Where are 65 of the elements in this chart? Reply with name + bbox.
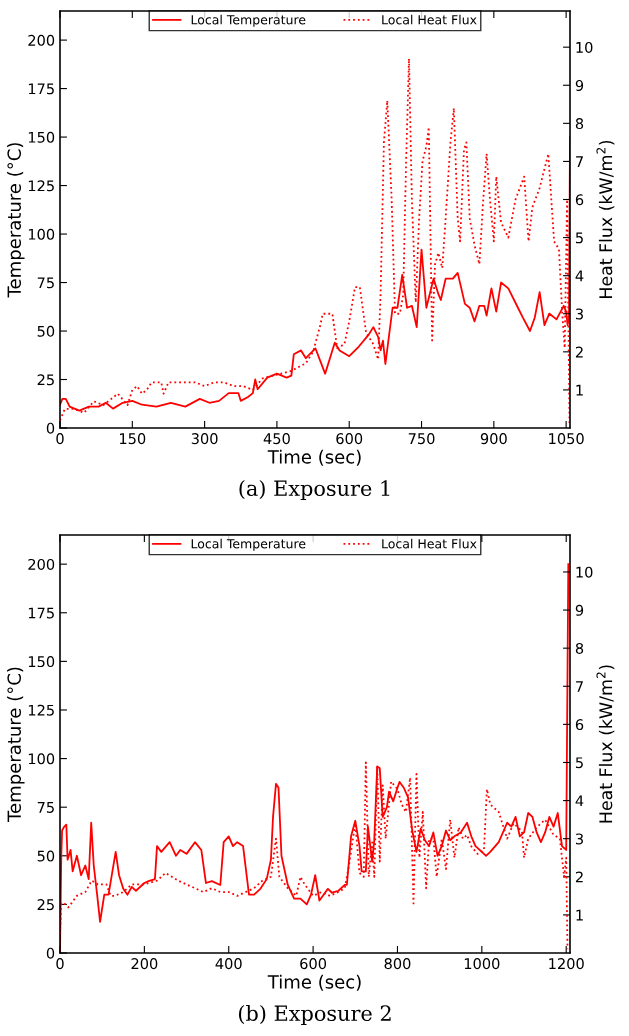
y2-tick-label: 10 <box>576 41 593 53</box>
y2-tick-label: 2 <box>575 871 583 883</box>
y-tick-label: 50 <box>37 325 55 337</box>
y2-tick-label: 8 <box>575 642 584 654</box>
text: (a) Exposure 1 <box>239 479 390 501</box>
y-tick-label: 200 <box>28 558 55 570</box>
y2-tick-label: 6 <box>575 719 584 731</box>
y2-tick-label: 9 <box>575 79 584 92</box>
y2-tick-label: 3 <box>575 833 583 845</box>
x-axis-title: Time (sec) <box>267 974 361 991</box>
y-tick-label: 200 <box>28 34 55 46</box>
x-tick-label: 300 <box>191 433 218 445</box>
y-tick-label: 0 <box>46 422 55 434</box>
legend-label: Local Heat Flux <box>382 538 477 549</box>
x-tick-label: 1000 <box>464 958 500 970</box>
x-tick-label: 0 <box>56 433 64 445</box>
x-tick-label: 800 <box>384 958 411 970</box>
y-tick-label: 0 <box>46 947 55 959</box>
y-tick-label: 150 <box>28 131 55 143</box>
y-tick-label: 175 <box>28 83 54 95</box>
y2-tick-label: 8 <box>575 118 584 130</box>
y2-tick-label: 9 <box>575 604 584 616</box>
y2-tick-label: 3 <box>575 308 583 320</box>
y2-tick-label: 1 <box>576 909 583 921</box>
y2-axis-title: Heat Flux (kW/m$^{2}$) <box>596 140 615 298</box>
x-tick-label: 900 <box>480 433 507 445</box>
x-tick-label: 1050 <box>549 433 584 445</box>
y-tick-label: 75 <box>37 277 54 289</box>
y-tick-label: 25 <box>37 374 54 386</box>
legend-label: Local Temperature <box>191 14 306 27</box>
x-tick-label: 450 <box>263 433 290 445</box>
y2-tick-label: 5 <box>575 757 583 769</box>
x-tick-label: 0 <box>56 958 64 970</box>
y2-tick-label: 2 <box>575 346 583 358</box>
y-tick-label: 100 <box>28 753 55 765</box>
y2-tick-label: 7 <box>576 156 583 167</box>
y-axis-title: Temperature (°C) <box>7 143 25 298</box>
x-axis-title: Time (sec) <box>267 449 361 466</box>
x-tick-label: 750 <box>408 433 435 445</box>
y-tick-label: 125 <box>28 180 54 192</box>
legend-label: Local Heat Flux <box>382 14 477 25</box>
x-tick-label: 1200 <box>549 958 584 970</box>
y-tick-label: 50 <box>37 850 55 862</box>
legend-label: Local Temperature <box>191 538 306 551</box>
y-axis-title: Temperature (°C) <box>7 667 25 822</box>
x-tick-label: 400 <box>215 958 242 970</box>
x-tick-label: 600 <box>300 958 327 970</box>
y-tick-label: 175 <box>28 607 54 619</box>
y2-tick-label: 1 <box>576 384 583 396</box>
y2-tick-label: 6 <box>575 194 584 206</box>
y2-tick-label: 10 <box>576 566 593 578</box>
y2-axis-title: Heat Flux (kW/m$^{2}$) <box>596 665 615 823</box>
x-tick-label: 200 <box>131 958 158 970</box>
text: (b) Exposure 2 <box>238 1004 391 1026</box>
y-tick-label: 25 <box>37 899 54 911</box>
y2-tick-label: 4 <box>575 270 584 282</box>
y2-tick-label: 5 <box>575 232 583 244</box>
y-tick-label: 75 <box>37 802 54 813</box>
y-tick-label: 150 <box>28 656 55 668</box>
y2-tick-label: 4 <box>575 795 584 807</box>
x-tick-label: 600 <box>336 433 363 445</box>
y2-tick-label: 7 <box>576 681 583 692</box>
x-tick-label: 150 <box>119 433 146 445</box>
y-tick-label: 100 <box>28 228 55 240</box>
y-tick-label: 125 <box>28 704 54 716</box>
